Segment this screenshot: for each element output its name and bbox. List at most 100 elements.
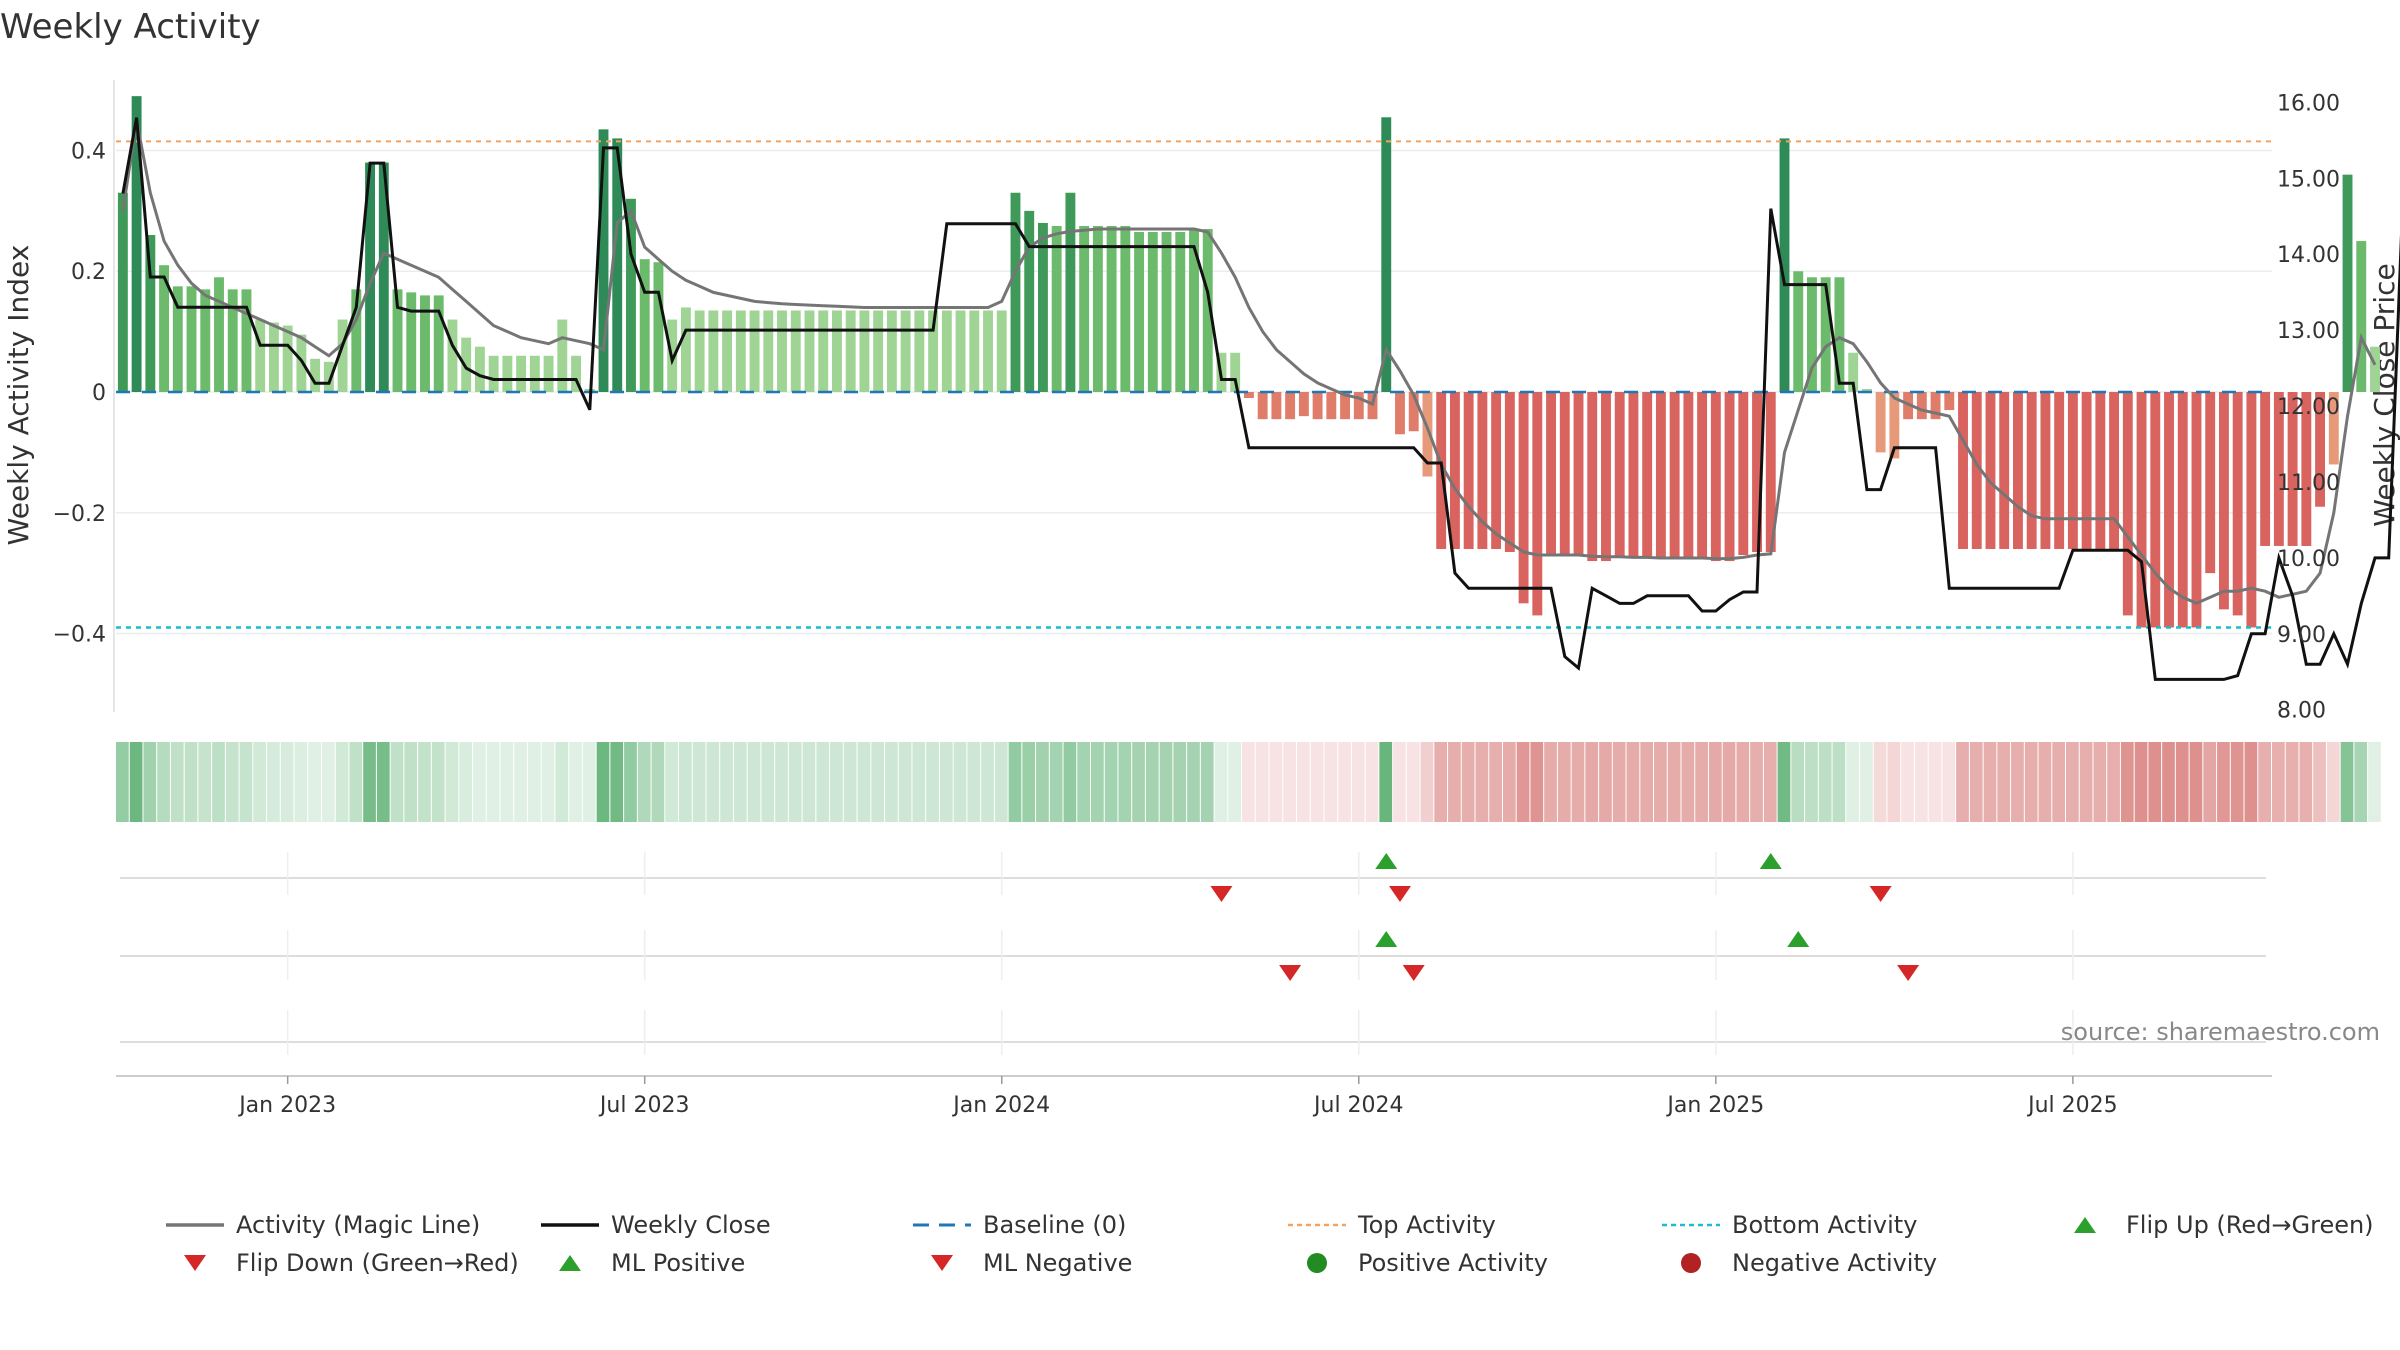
band-cell xyxy=(1475,742,1489,822)
legend-swatch-triangle-down xyxy=(184,1255,206,1271)
band-cell xyxy=(1722,742,1736,822)
activity-bar xyxy=(1051,225,1062,392)
band-cell xyxy=(1612,742,1626,822)
activity-bar xyxy=(1655,392,1666,559)
band-cell xyxy=(2011,742,2024,822)
activity-bar xyxy=(777,310,787,392)
legend-label: Flip Down (Green→Red) xyxy=(236,1249,519,1277)
x-tick-label: Jul 2025 xyxy=(2026,1093,2118,1118)
activity-bar xyxy=(1916,392,1927,420)
band-cell xyxy=(1956,742,1969,822)
legend-label: ML Negative xyxy=(983,1249,1132,1277)
band-cell xyxy=(2313,742,2326,822)
band-cell xyxy=(1173,742,1187,822)
band-cell xyxy=(225,742,239,822)
band-cell xyxy=(2368,742,2381,822)
band-cell xyxy=(2299,742,2313,822)
band-cell xyxy=(1379,742,1393,822)
band-cell xyxy=(1640,742,1654,822)
band-cell xyxy=(706,742,720,822)
band-cell xyxy=(280,742,294,822)
band-cell xyxy=(1063,742,1077,822)
activity-bar xyxy=(2067,392,2078,549)
activity-bar xyxy=(1285,392,1296,420)
activity-bar xyxy=(859,310,870,392)
band-cell xyxy=(637,742,651,822)
band-cell xyxy=(129,742,143,822)
activity-bar xyxy=(241,289,252,392)
activity-bar xyxy=(1710,392,1721,562)
band-cell xyxy=(1145,742,1159,822)
activity-bar xyxy=(1120,225,1131,392)
band-cell xyxy=(143,742,157,822)
activity-bar xyxy=(680,307,691,392)
activity-bar xyxy=(955,310,966,392)
band-cell xyxy=(170,742,184,822)
legend-swatch-circle xyxy=(1681,1253,1701,1273)
activity-bar xyxy=(694,310,705,392)
activity-bar xyxy=(900,310,911,392)
band-cell xyxy=(1448,742,1461,822)
band-cell xyxy=(1118,742,1132,822)
activity-bar xyxy=(2177,392,2188,628)
band-cell xyxy=(1324,742,1338,822)
band-cell xyxy=(2175,742,2189,822)
band-cell xyxy=(2189,742,2203,822)
activity-bar xyxy=(1202,228,1213,392)
band-cell xyxy=(2120,742,2134,822)
legend-swatch-circle xyxy=(1307,1253,1327,1273)
activity-bar xyxy=(1079,225,1090,392)
ml-positive-marker xyxy=(1787,931,1810,947)
y-left-tick-label: 0 xyxy=(92,381,106,406)
band-cell xyxy=(1242,742,1255,822)
band-cell xyxy=(1887,742,1901,822)
activity-bar xyxy=(1353,392,1364,420)
band-cell xyxy=(1187,742,1200,822)
band-cell xyxy=(1489,742,1502,822)
activity-bar xyxy=(832,310,842,392)
ml-negative-marker xyxy=(1402,965,1425,981)
activity-bar xyxy=(2040,392,2051,549)
activity-bar xyxy=(1971,392,1982,549)
band-cell xyxy=(1736,742,1750,822)
activity-bar xyxy=(1587,392,1598,562)
legend-label: Activity (Magic Line) xyxy=(236,1211,480,1239)
activity-bar xyxy=(1765,392,1776,552)
band-cell xyxy=(624,742,637,822)
activity-bar xyxy=(983,310,993,392)
activity-bar xyxy=(2136,392,2147,628)
activity-bar xyxy=(2191,392,2202,628)
activity-bar xyxy=(804,310,815,392)
x-tick-label: Jan 2023 xyxy=(237,1093,336,1118)
activity-bar xyxy=(1312,392,1323,420)
activity-bar xyxy=(323,361,334,392)
y-left-tick-label: 0.2 xyxy=(71,260,106,285)
activity-bar xyxy=(1326,392,1337,420)
x-tick-label: Jan 2025 xyxy=(1665,1093,1764,1118)
activity-bar xyxy=(159,265,170,392)
band-cell xyxy=(651,742,665,822)
band-cell xyxy=(2272,742,2285,822)
band-cell xyxy=(1516,742,1530,822)
activity-bar xyxy=(845,310,856,392)
band-cell xyxy=(1420,742,1434,822)
activity-bar xyxy=(1848,352,1859,392)
activity-bar xyxy=(928,310,939,392)
band-cell xyxy=(1791,742,1805,822)
activity-bar xyxy=(1381,117,1392,392)
activity-bar xyxy=(1559,392,1570,556)
band-cell xyxy=(761,742,775,822)
activity-bar xyxy=(172,286,183,392)
band-cell xyxy=(239,742,253,822)
activity-bar xyxy=(2342,174,2353,392)
band-cell xyxy=(157,742,170,822)
band-cell xyxy=(514,742,527,822)
y-right-tick-label: 8.00 xyxy=(2277,699,2326,724)
activity-bar xyxy=(886,310,897,392)
band-cell xyxy=(1393,742,1406,822)
y-left-tick-label: −0.4 xyxy=(53,623,106,648)
band-cell xyxy=(582,742,596,822)
activity-bar xyxy=(1683,392,1694,559)
activity-bar xyxy=(351,289,362,392)
band-cell xyxy=(1296,742,1310,822)
